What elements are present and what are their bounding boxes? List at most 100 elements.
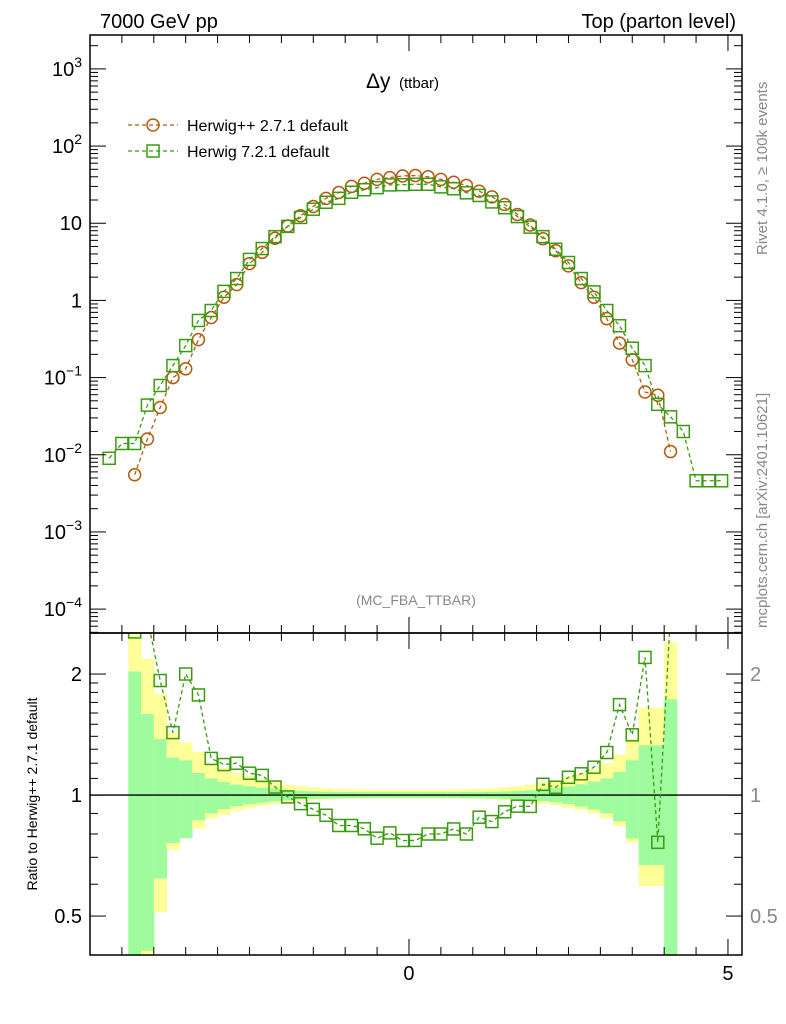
data-point-herwig7 [651,397,665,412]
data-point-herwigpp [638,385,652,399]
data-point-herwig7 [702,474,716,488]
ratio-point-herwig7 [383,826,397,840]
ratio-point-herwig7 [497,805,512,819]
data-point-herwig7 [536,229,550,244]
data-point-herwig7 [472,188,486,203]
ratio-point-herwig7 [332,818,346,833]
ratio-point-herwig7 [561,770,576,785]
ratio-point-herwig7 [625,728,640,742]
ratio-y-tick-label-left: 0.5 [54,906,82,928]
ratio-point-herwig7 [434,827,448,841]
legend-label-herwig7: Herwig 7.2.1 default [187,144,330,161]
ratio-point-herwig7 [446,822,461,836]
y-tick-label-base: 10 [44,522,66,544]
ratio-frame [89,632,743,956]
ratio-point-herwig7 [166,725,180,740]
data-point-herwigpp [370,172,384,187]
mcplots-label: mcplots.cern.ch [arXiv:2401.10621] [754,393,771,628]
data-point-herwigpp [408,168,423,183]
ratio-y-tick-label-right: 1 [750,785,761,807]
ratio-series-herwig7 [127,608,677,850]
y-tick-label: 1 [71,290,82,312]
data-point-herwig7 [255,241,270,256]
y-tick-label: 10−1 [44,363,82,390]
uncertainty-band-inner [204,778,219,814]
data-point-herwigpp [178,362,193,376]
data-point-herwigpp [166,370,180,385]
ratio-point-herwig7 [485,814,499,829]
y-tick-label: 10−2 [44,440,82,467]
uncertainty-band-inner [651,745,665,865]
data-point-herwig7 [383,178,397,192]
y-tick-label-exp: −4 [66,594,82,610]
ratio-point-herwig7 [268,780,282,794]
header-right: Top (parton level) [581,11,736,33]
data-point-herwigpp [395,169,410,183]
plot-title-sub: (ttbar) [399,75,439,92]
data-point-herwig7 [178,338,193,353]
ratio-point-herwig7 [344,818,359,833]
y-tick-label-base: 10 [44,368,66,390]
data-point-herwig7 [561,255,576,270]
y-tick-label-base: 10 [44,445,66,467]
uncertainty-band-inner [625,760,640,839]
series-herwig7 [102,177,729,488]
y-tick-label: 103 [52,54,82,81]
ratio-point-herwig7 [178,667,193,681]
data-point-herwig7 [625,341,640,355]
plot-title: Δy (ttbar) [366,70,439,93]
series-herwigpp [127,168,678,482]
data-point-herwigpp [651,388,665,403]
ratio-point-herwig7 [459,827,474,841]
legend-item-herwigpp: Herwig++ 2.7.1 default [128,118,349,135]
y-tick-label-exp: 3 [74,54,82,70]
ratio-point-herwig7 [127,633,142,639]
data-point-herwigpp [459,178,474,193]
data-point-herwig7 [217,284,231,299]
ratio-point-herwig7 [600,745,614,760]
data-point-herwig7 [548,242,563,257]
data-point-herwig7 [510,209,525,224]
plot-title-main: Δy [366,70,391,93]
ratio-point-herwig7 [574,767,588,781]
data-point-herwig7 [689,474,703,488]
y-tick-label-base: 10 [52,59,74,81]
ratio-point-herwig7 [242,766,257,780]
ratio-point-herwig7 [472,810,486,824]
data-point-herwig7 [319,195,333,210]
uncertainty-band-inner [141,714,155,951]
ratio-y-tick-label-right: 2 [750,664,761,686]
data-point-herwigpp [383,170,397,185]
analysis-label: (MC_FBA_TTBAR) [356,592,476,608]
ratio-point-herwig7 [523,799,537,814]
data-point-herwig7 [459,186,474,200]
uncertainty-band-inner [600,778,614,814]
ratio-point-herwig7 [510,799,525,813]
uncertainty-band-inner [166,757,180,843]
header-left: 7000 GeV pp [100,11,218,33]
data-point-herwig7 [127,436,142,451]
series-line-herwigpp [134,174,672,476]
data-point-herwig7 [281,219,295,234]
data-point-herwig7 [714,474,729,488]
uncertainty-band-inner [664,699,678,955]
uncertainty-band-inner [613,772,627,822]
uncertainty-band-inner [638,745,652,865]
data-point-herwig7 [344,185,359,200]
data-point-herwig7 [268,229,282,244]
data-point-herwig7 [395,177,410,192]
ratio-y-tick-label-left: 2 [71,664,82,686]
data-point-herwigpp [153,400,167,415]
ratio-point-herwig7 [665,608,677,620]
data-point-herwigpp [434,172,448,187]
data-point-herwig7 [446,181,461,196]
y-tick-label-exp: −2 [66,440,82,456]
ratio-point-herwig7 [638,650,652,665]
y-tick-label-exp: −3 [66,517,82,533]
ratio-y-tick-label-left: 1 [71,785,82,807]
ratio-point-herwig7 [306,802,321,817]
data-point-herwigpp [612,336,627,350]
ratio-y-axis-label: Ratio to Herwig++ 2.7.1 default [24,697,40,890]
ratio-point-herwig7 [408,833,423,848]
ratio-point-herwig7 [651,835,665,850]
